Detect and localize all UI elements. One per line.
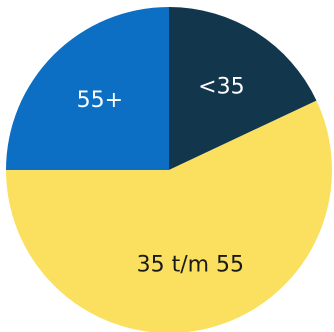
slice-label: <35 bbox=[198, 74, 244, 99]
pie-slice bbox=[6, 100, 332, 332]
slice-label: 35 t/m 55 bbox=[137, 252, 244, 277]
slice-label: 55+ bbox=[77, 88, 123, 113]
pie-labels: <35 35 t/m 55 55+ bbox=[77, 74, 245, 277]
pie-slice bbox=[6, 7, 169, 170]
pie-slices bbox=[6, 7, 332, 332]
pie-slice bbox=[169, 7, 317, 170]
